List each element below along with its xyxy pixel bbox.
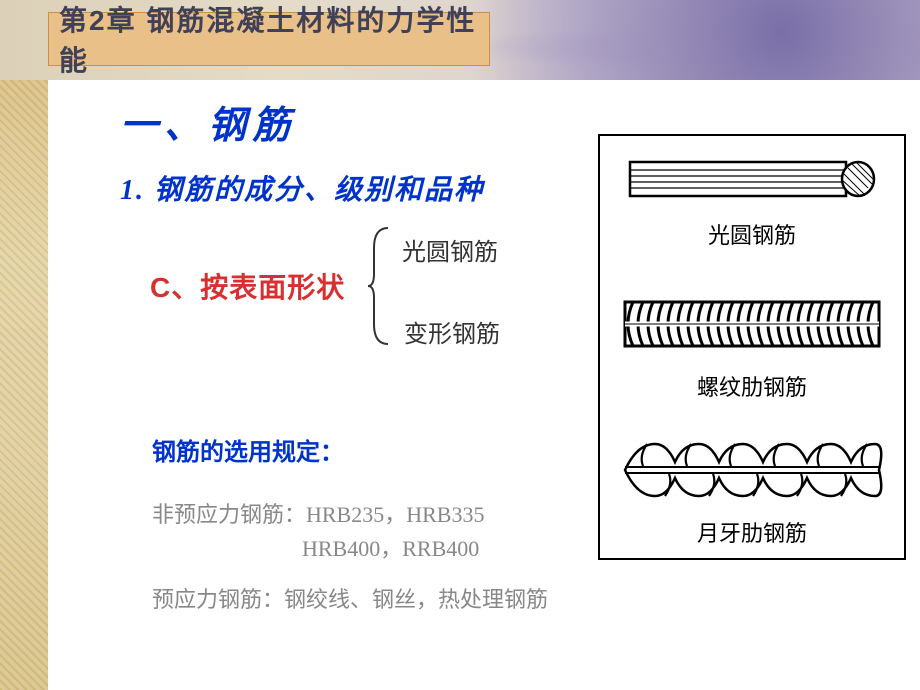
figure-plain-bar: 光圆钢筋: [600, 148, 904, 250]
slide-content: 一、钢筋 1. 钢筋的成分、级别和品种 C、按表面形状 光圆钢筋 变形钢筋 钢筋…: [48, 80, 920, 690]
chapter-badge: 第2章 钢筋混凝土材料的力学性能: [48, 12, 490, 66]
figure-plain-caption: 光圆钢筋: [708, 218, 796, 250]
non-prestress-spec: 非预应力钢筋：HRB235，HRB335 HRB400，RRB400: [152, 498, 484, 566]
nonpre-line2: HRB400，RRB400: [152, 532, 484, 566]
surface-type-deformed: 变形钢筋: [404, 314, 500, 349]
brace-icon: [366, 226, 394, 346]
rebar-figure: 光圆钢筋: [598, 134, 906, 560]
figure-crescent-bar: 月牙肋钢筋: [600, 432, 904, 548]
decorative-sidebar: [0, 80, 48, 690]
figure-spiral-caption: 螺纹肋钢筋: [697, 370, 807, 402]
sub-heading: 1. 钢筋的成分、级别和品种: [120, 168, 484, 208]
section-heading: 一、钢筋: [120, 94, 296, 149]
plain-bar-icon: [622, 148, 882, 210]
classification-label: C、按表面形状: [150, 266, 345, 306]
figure-crescent-caption: 月牙肋钢筋: [697, 516, 807, 548]
figure-spiral-bar: 螺纹肋钢筋: [600, 286, 904, 402]
prestress-spec: 预应力钢筋：钢绞线、钢丝，热处理钢筋: [152, 582, 548, 614]
surface-type-plain: 光圆钢筋: [402, 232, 498, 267]
selection-rule-title: 钢筋的选用规定：: [152, 432, 344, 467]
crescent-bar-icon: [619, 432, 885, 508]
nonpre-line1: 非预应力钢筋：HRB235，HRB335: [152, 502, 484, 527]
spiral-bar-icon: [619, 286, 885, 362]
chapter-title: 第2章 钢筋混凝土材料的力学性能: [59, 0, 489, 79]
